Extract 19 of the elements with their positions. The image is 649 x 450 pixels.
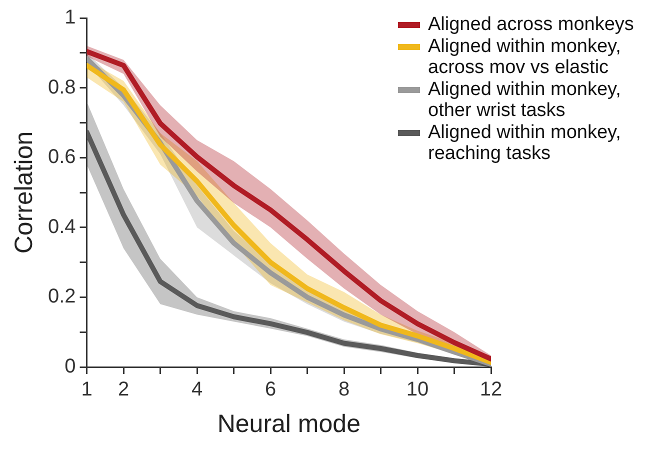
y-axis-title: Correlation [10, 131, 38, 254]
x-tick-label: 4 [191, 378, 203, 401]
legend-label: Aligned within monkey, across mov vs elastic [428, 36, 621, 78]
y-tick-label: 1 [64, 6, 76, 29]
legend-label: Aligned within monkey, reaching tasks [428, 122, 621, 164]
y-tick-label: 0.6 [48, 146, 76, 168]
x-axis-title: Neural mode [217, 410, 360, 438]
legend-label: Aligned within monkey, other wrist tasks [428, 79, 621, 121]
x-tick-label: 1 [81, 378, 92, 401]
x-tick-label: 8 [338, 378, 350, 401]
y-tick-label: 0.8 [48, 76, 76, 98]
x-tick-label: 12 [480, 378, 502, 401]
x-tick-label: 6 [264, 378, 276, 401]
legend-label: Aligned across monkeys [428, 14, 634, 35]
x-tick-label: 10 [406, 378, 429, 401]
y-tick-label: 0.4 [48, 216, 76, 238]
x-tick-label: 2 [118, 378, 130, 401]
y-tick-label: 0.2 [48, 286, 76, 308]
y-tick-label: 0 [64, 356, 76, 378]
